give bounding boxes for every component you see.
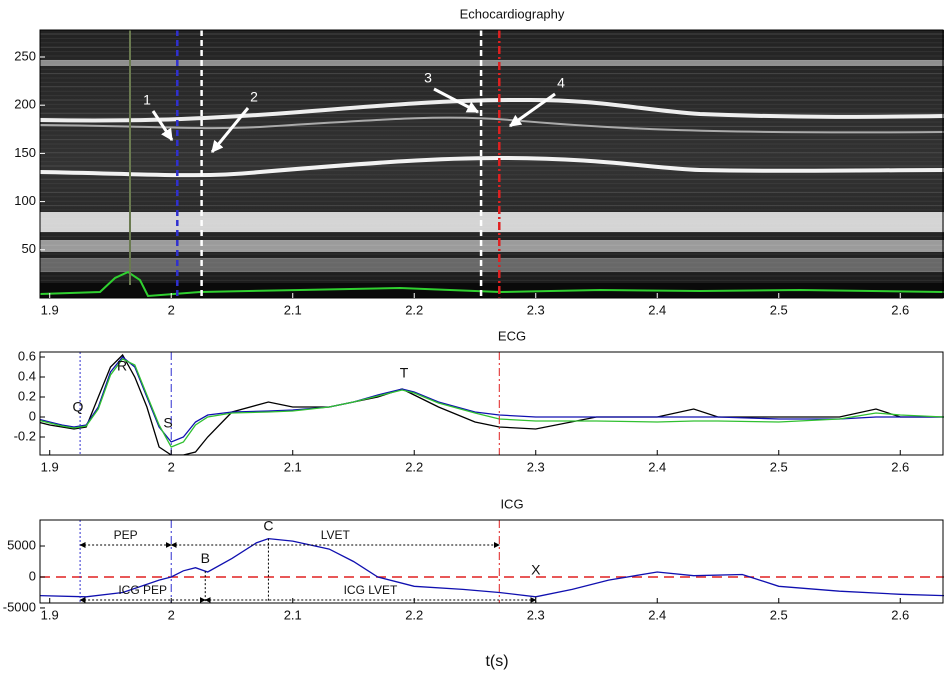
interval-label: LVET	[321, 528, 351, 542]
annotation-arrow	[433, 87, 480, 114]
echo-wall	[40, 116, 944, 134]
annotation-arrow	[509, 92, 556, 128]
x-tick-label: 2.6	[891, 459, 909, 474]
point-label: C	[263, 517, 273, 533]
y-tick-label: -0.2	[14, 428, 36, 443]
y-tick-label: 100	[14, 193, 36, 208]
x-tick-label: 2	[168, 607, 175, 622]
y-tick-label: 50	[22, 241, 36, 256]
x-axis-label: t(s)	[485, 653, 508, 670]
y-tick-label: 0.4	[18, 368, 36, 383]
panel-title: ECG	[498, 328, 526, 343]
echo-ecg-trace	[40, 270, 944, 298]
series-line	[40, 353, 944, 455]
interval-label: ICG PEP	[118, 583, 167, 597]
echo-wall	[40, 97, 944, 123]
y-tick-label: 0.6	[18, 348, 36, 363]
axes-frame	[39, 29, 944, 299]
panel-title: ICG	[500, 496, 523, 511]
x-tick-label: 2.5	[770, 607, 788, 622]
x-tick-label: 2.1	[284, 459, 302, 474]
y-tick-label: 200	[14, 97, 36, 112]
x-tick-label: 2.6	[891, 302, 909, 317]
x-tick-label: 2.3	[527, 459, 545, 474]
x-tick-label: 2.3	[527, 607, 545, 622]
x-tick-label: 2.6	[891, 607, 909, 622]
y-tick-label: -5000	[3, 599, 36, 614]
annotation: 1	[143, 92, 151, 108]
annotation: 4	[557, 75, 565, 91]
annotation: 3	[424, 70, 432, 86]
interval-label: PEP	[114, 528, 138, 542]
x-tick-label: 2	[168, 302, 175, 317]
echo-band	[40, 258, 944, 272]
series-line	[40, 537, 944, 598]
point-label: B	[201, 550, 210, 566]
y-tick-label: 150	[14, 145, 36, 160]
annotation-arrow	[151, 110, 174, 142]
axes-frame	[39, 519, 944, 604]
x-tick-label: 2.5	[770, 459, 788, 474]
series-line	[40, 356, 944, 443]
y-tick-label: 5000	[7, 537, 36, 552]
plot-area	[40, 30, 944, 298]
x-tick-label: 2.2	[405, 302, 423, 317]
interval-label: ICG LVET	[344, 583, 398, 597]
annotation: 2	[250, 89, 258, 105]
plot-area	[40, 520, 944, 603]
x-tick-label: 2.3	[527, 302, 545, 317]
x-tick-label: 1.9	[41, 459, 59, 474]
series-line	[40, 358, 944, 448]
y-tick-label: 250	[14, 48, 36, 63]
x-tick-label: 2.1	[284, 302, 302, 317]
x-tick-label: 2.5	[770, 302, 788, 317]
x-tick-label: 1.9	[41, 607, 59, 622]
wave-label: R	[117, 358, 127, 374]
x-tick-label: 2.4	[648, 459, 666, 474]
wave-label: Q	[73, 399, 84, 415]
wave-label: S	[163, 415, 172, 431]
echo-bottom	[40, 283, 944, 298]
axes-frame	[39, 351, 944, 456]
x-tick-label: 2.4	[648, 607, 666, 622]
x-tick-label: 2.1	[284, 607, 302, 622]
point-label: X	[531, 562, 541, 578]
y-tick-label: 0	[29, 568, 36, 583]
y-tick-label: 0	[29, 408, 36, 423]
annotation-arrow	[210, 107, 250, 153]
plot-area	[40, 352, 944, 455]
echo-band	[40, 60, 944, 66]
wave-label: T	[400, 365, 409, 381]
echo-band	[40, 240, 944, 252]
x-tick-label: 2.2	[405, 607, 423, 622]
x-tick-label: 1.9	[41, 302, 59, 317]
x-tick-label: 2.4	[648, 302, 666, 317]
echo-background	[40, 30, 944, 298]
x-tick-label: 2	[168, 459, 175, 474]
x-tick-label: 2.2	[405, 459, 423, 474]
echo-band	[40, 212, 944, 232]
y-tick-label: 0.2	[18, 388, 36, 403]
panel-title: Echocardiography	[460, 6, 565, 21]
